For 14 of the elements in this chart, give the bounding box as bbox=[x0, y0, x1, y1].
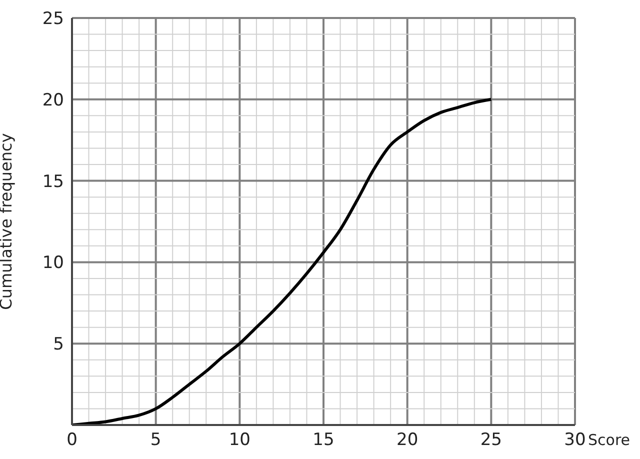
x-tick-label: 5 bbox=[150, 430, 162, 450]
y-tick-label: 15 bbox=[42, 172, 64, 192]
y-tick-label: 25 bbox=[42, 9, 64, 30]
x-tick-label: 10 bbox=[228, 430, 250, 450]
x-tick-label: 20 bbox=[396, 430, 418, 450]
x-tick-label: 15 bbox=[312, 430, 334, 450]
line-series bbox=[72, 98, 493, 425]
x-tick-label: 0 bbox=[66, 430, 78, 450]
y-tick-label: 10 bbox=[42, 253, 64, 274]
x-tick-label: 25 bbox=[480, 430, 502, 450]
x-tick-label: 30 bbox=[564, 430, 586, 450]
x-axis-title: Score bbox=[588, 431, 630, 449]
y-tick-label: 20 bbox=[42, 90, 64, 110]
y-tick-label: 5 bbox=[53, 334, 64, 355]
